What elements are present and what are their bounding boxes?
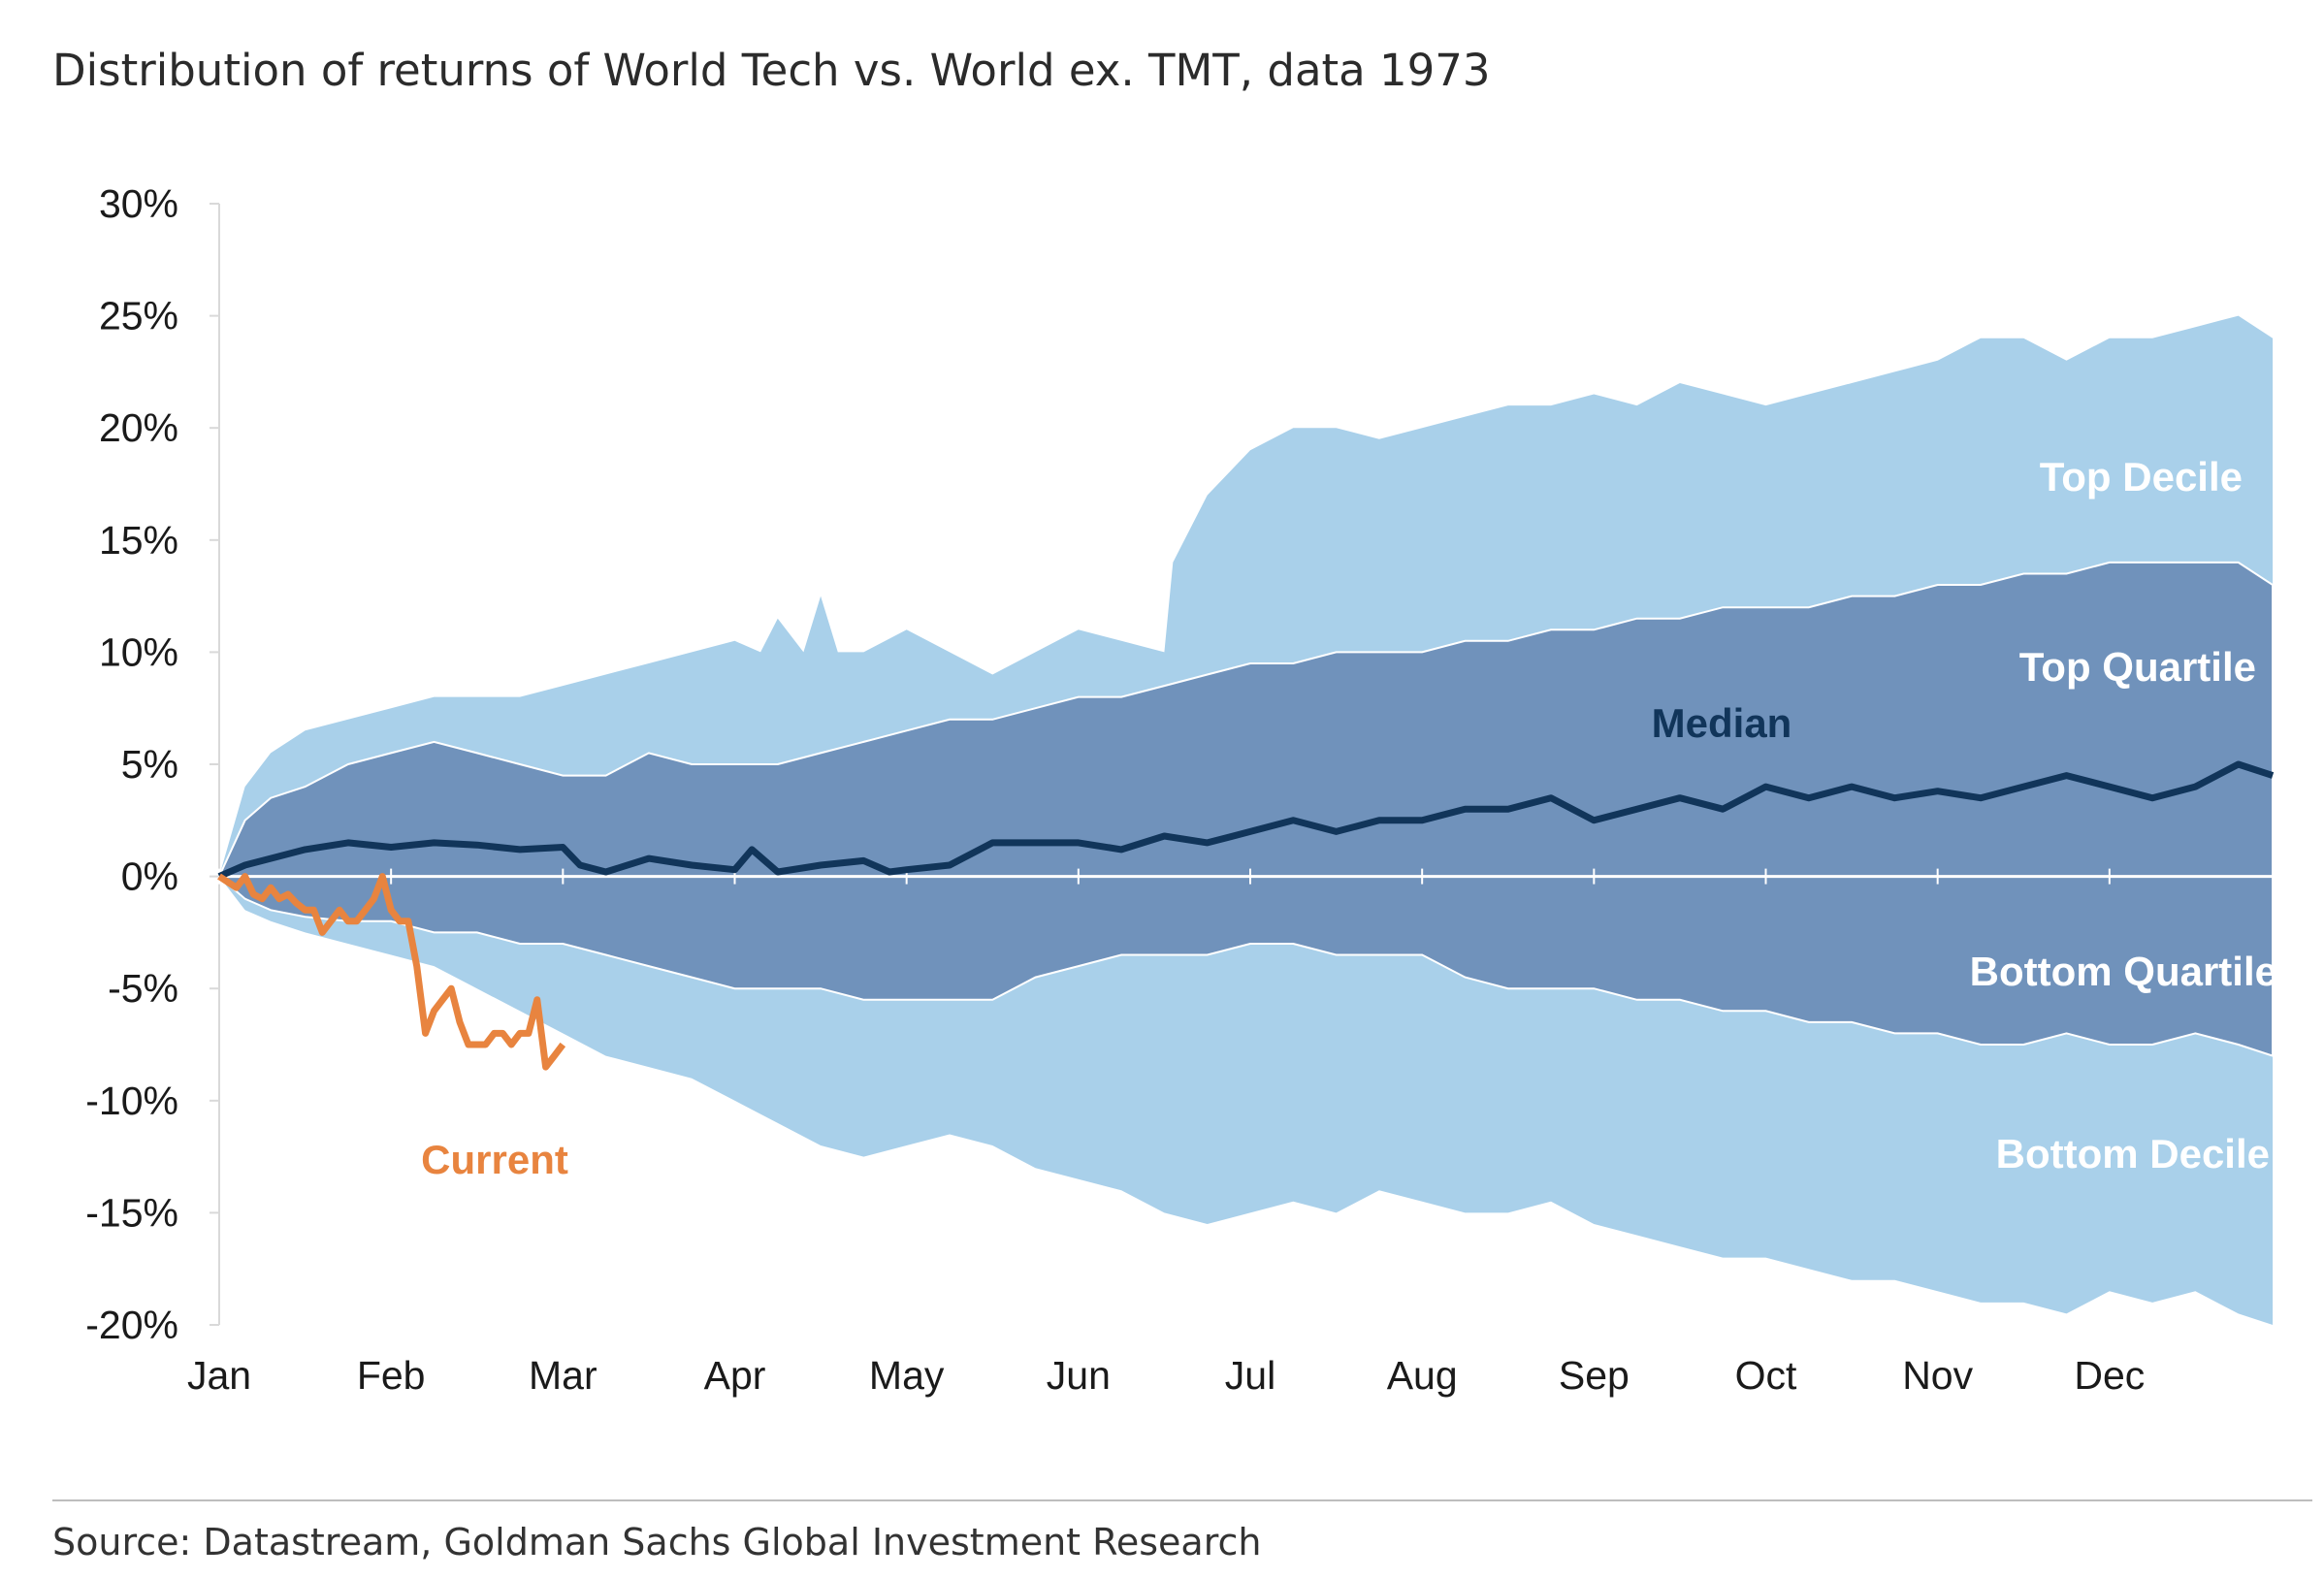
x-tick-label: Feb [357,1353,426,1398]
x-tick-label: Jun [1047,1353,1111,1398]
y-tick-label: 10% [99,629,178,674]
labels-layer: Top Decile Top Quartile Median Bottom Quart… [421,454,2277,1182]
x-tick-label: Sep [1559,1353,1630,1398]
y-tick-label: -20% [85,1303,178,1347]
x-tick-label: Oct [1735,1353,1797,1398]
bands-layer [217,315,2275,1326]
y-tick-label: -15% [85,1190,178,1235]
x-tick-label: May [869,1353,945,1398]
current-line [217,873,566,1071]
axes-layer: 30% 25% 20% 15% 10% 5% 0% -5% -10% -15% -20%Jan Feb… [85,181,2281,1398]
distribution-chart: 30% 25% 20% 15% 10% 5% 0% -5% -10% -15% -20%Jan Feb… [85,181,2281,1398]
bottom-quartile-label: Bottom Quartile [1970,949,2277,994]
median-label: Median [1652,700,1792,746]
x-tick-label: Nov [1902,1353,1973,1398]
y-tick-label: 0% [121,854,178,899]
y-tick-label: 30% [99,181,178,226]
chart-title: Distribution of returns of World Tech vs… [52,45,1491,96]
quartile-band [217,561,2275,1057]
x-tick-label: Mar [529,1353,597,1398]
bottom-decile-label: Bottom Decile [1996,1131,2270,1176]
top-decile-label: Top Decile [2040,454,2243,499]
y-tick-label: -10% [85,1079,178,1123]
y-tick-label: 25% [99,294,178,338]
source-note: Source: Datastream, Goldman Sachs Global… [52,1521,1262,1563]
y-tick-label: -5% [108,966,178,1011]
y-tick-label: 20% [99,405,178,450]
current-label: Current [421,1137,568,1182]
y-tick-label: 15% [99,518,178,563]
x-tick-label: Jul [1225,1353,1275,1398]
x-tick-label: Jan [187,1353,251,1398]
top-quartile-label: Top Quartile [2019,644,2256,690]
footer-rule [52,1499,2312,1501]
x-tick-label: Dec [2074,1353,2145,1398]
x-tick-label: Aug [1387,1353,1458,1398]
lines-layer [217,760,2275,1071]
x-tick-label: Apr [704,1353,766,1398]
y-tick-label: 5% [121,742,178,787]
median-line [217,760,2275,880]
